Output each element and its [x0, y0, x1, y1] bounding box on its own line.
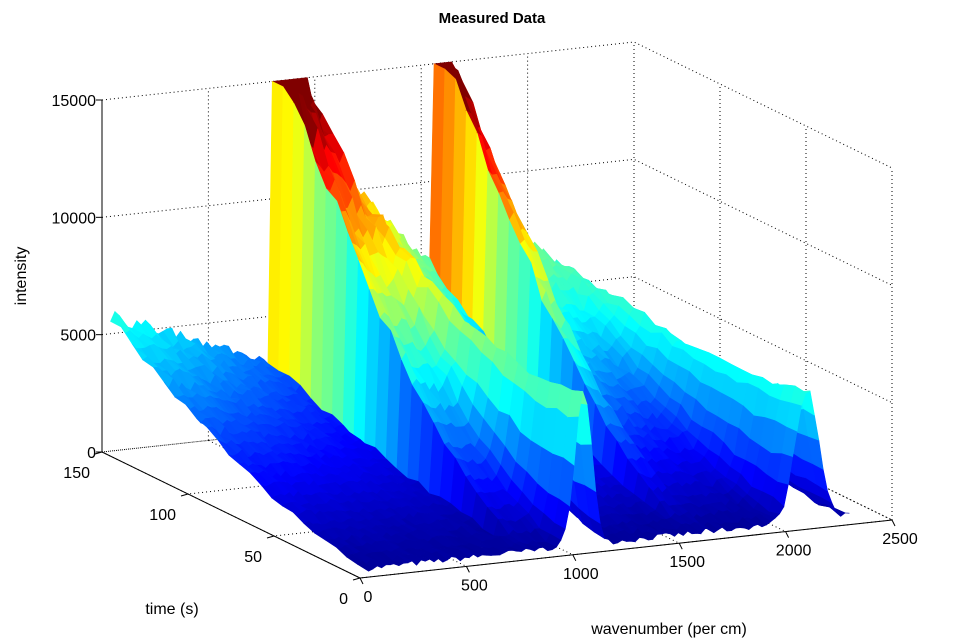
time-axis-label: time (s) [145, 601, 198, 618]
z-tick-label: 0 [87, 445, 96, 462]
x-tick-mark [359, 577, 364, 585]
z-tick-label: 10000 [52, 210, 97, 227]
y-tick-mark [180, 493, 189, 497]
z-tick-label: 15000 [52, 93, 97, 110]
x-tick-label: 0 [364, 589, 373, 606]
surface-patch [357, 560, 374, 572]
y-tick-label: 100 [149, 507, 176, 524]
grid-line [101, 41, 893, 169]
tick-labels: 0500100015002000250005010015005000100001… [52, 93, 918, 608]
x-tick-mark [678, 542, 683, 550]
wavenumber-axis-label: wavenumber (per cm) [590, 621, 747, 638]
x-tick-label: 1500 [669, 554, 705, 571]
x-tick-mark [785, 531, 790, 538]
z-tick-label: 5000 [60, 328, 96, 345]
x-tick-mark [572, 554, 577, 562]
x-tick-label: 2000 [776, 543, 812, 560]
y-tick-mark [352, 577, 361, 581]
x-tick-mark [465, 566, 470, 573]
z-axis-label: intensity [13, 247, 30, 306]
y-tick-label: 150 [63, 465, 90, 482]
surface [110, 61, 850, 572]
y-tick-mark [266, 535, 275, 539]
time-axis-line [101, 451, 361, 579]
axes [101, 100, 893, 579]
x-tick-mark [891, 519, 896, 527]
x-tick-label: 1000 [563, 566, 599, 583]
chart-title: Measured Data [439, 10, 546, 27]
wavenumber-axis-line [359, 519, 893, 579]
x-tick-label: 500 [461, 577, 488, 594]
y-tick-label: 0 [339, 591, 348, 608]
x-tick-label: 2500 [882, 531, 918, 548]
y-tick-label: 50 [244, 549, 262, 566]
